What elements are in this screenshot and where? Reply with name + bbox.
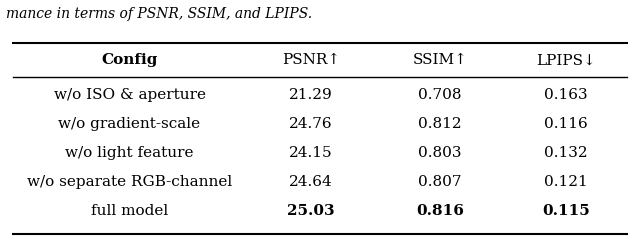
Text: 0.115: 0.115 (542, 204, 589, 218)
Text: PSNR↑: PSNR↑ (282, 53, 340, 67)
Text: w/o light feature: w/o light feature (65, 146, 194, 160)
Text: 24.15: 24.15 (289, 146, 333, 160)
Text: 0.121: 0.121 (544, 174, 588, 188)
Text: 0.803: 0.803 (418, 146, 461, 160)
Text: LPIPS↓: LPIPS↓ (536, 53, 596, 67)
Text: SSIM↑: SSIM↑ (412, 53, 467, 67)
Text: 0.116: 0.116 (544, 117, 588, 131)
Text: w/o ISO & aperture: w/o ISO & aperture (54, 87, 205, 102)
Text: 0.816: 0.816 (416, 204, 464, 218)
Text: 24.64: 24.64 (289, 174, 333, 188)
Text: 0.812: 0.812 (418, 117, 461, 131)
Text: full model: full model (91, 204, 168, 218)
Text: 0.132: 0.132 (544, 146, 588, 160)
Text: 0.163: 0.163 (544, 87, 588, 102)
Text: 0.807: 0.807 (418, 174, 461, 188)
Text: 24.76: 24.76 (289, 117, 333, 131)
Text: 0.708: 0.708 (418, 87, 461, 102)
Text: w/o separate RGB-channel: w/o separate RGB-channel (27, 174, 232, 188)
Text: Config: Config (101, 53, 157, 67)
Text: 21.29: 21.29 (289, 87, 333, 102)
Text: 25.03: 25.03 (287, 204, 335, 218)
Text: mance in terms of PSNR, SSIM, and LPIPS.: mance in terms of PSNR, SSIM, and LPIPS. (6, 7, 312, 21)
Text: w/o gradient-scale: w/o gradient-scale (58, 117, 200, 131)
